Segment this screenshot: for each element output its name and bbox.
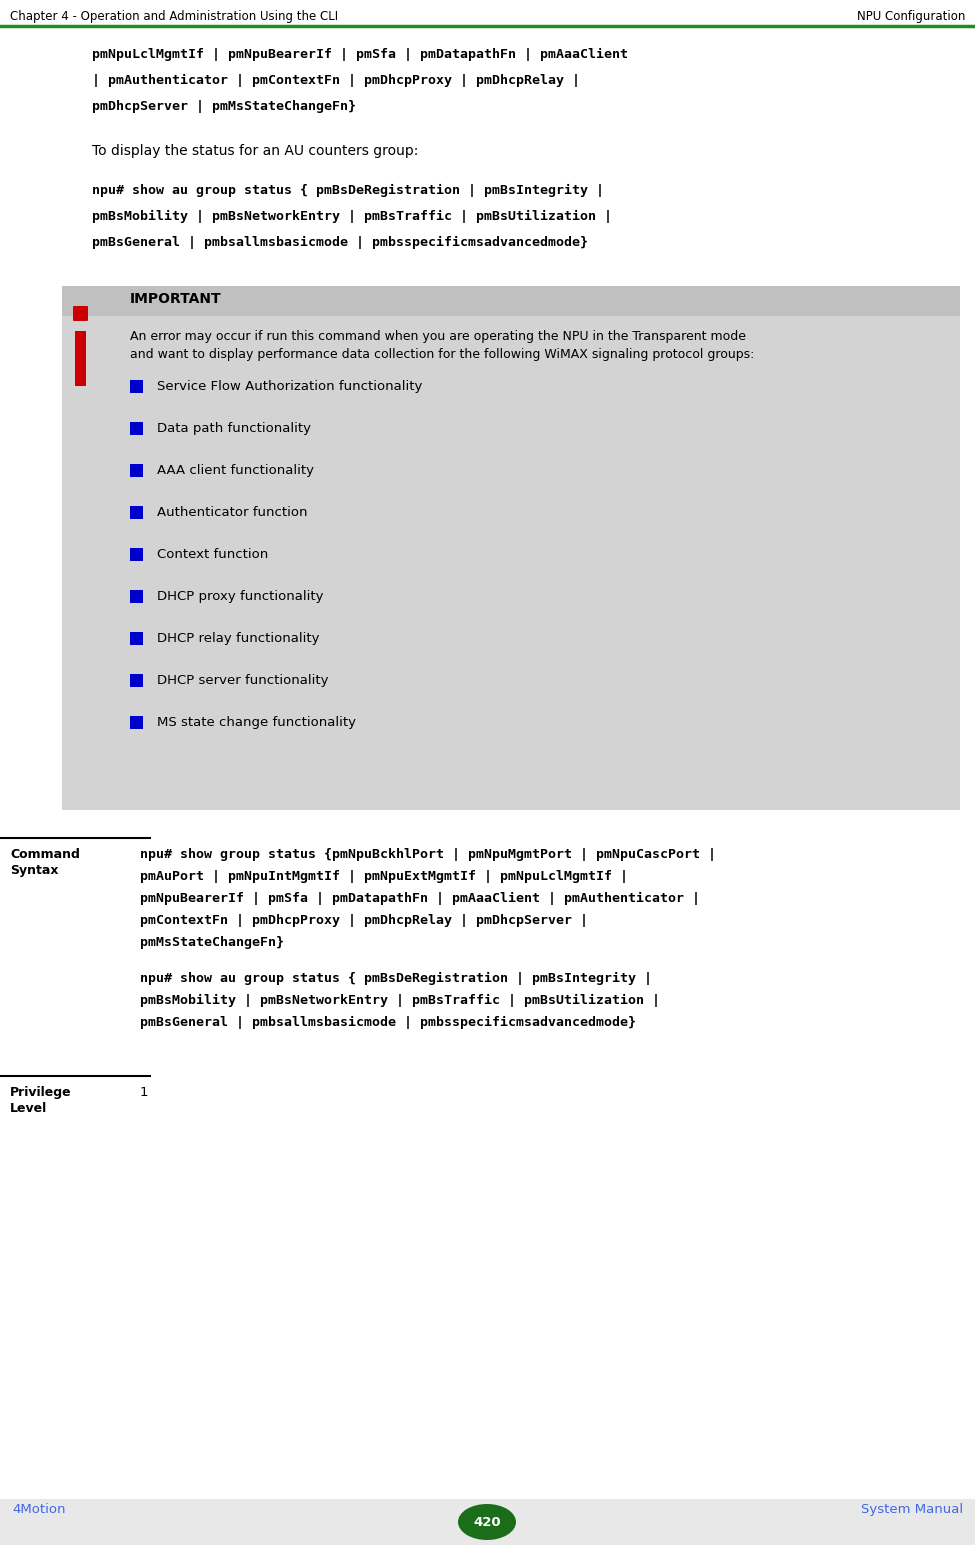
- FancyBboxPatch shape: [130, 590, 143, 603]
- Text: npu# show au group status { pmBsDeRegistration | pmBsIntegrity |: npu# show au group status { pmBsDeRegist…: [140, 972, 652, 986]
- Text: DHCP server functionality: DHCP server functionality: [157, 674, 329, 688]
- Text: pmBsGeneral | pmbsallmsbasicmode | pmbsspecificmsadvancedmode}: pmBsGeneral | pmbsallmsbasicmode | pmbss…: [140, 1017, 636, 1029]
- Text: pmNpuLclMgmtIf | pmNpuBearerIf | pmSfa | pmDatapathFn | pmAaaClient: pmNpuLclMgmtIf | pmNpuBearerIf | pmSfa |…: [92, 48, 628, 62]
- Text: pmBsMobility | pmBsNetworkEntry | pmBsTraffic | pmBsUtilization |: pmBsMobility | pmBsNetworkEntry | pmBsTr…: [140, 993, 660, 1007]
- FancyBboxPatch shape: [75, 331, 86, 386]
- Text: Context function: Context function: [157, 548, 268, 561]
- Text: pmBsMobility | pmBsNetworkEntry | pmBsTraffic | pmBsUtilization |: pmBsMobility | pmBsNetworkEntry | pmBsTr…: [92, 210, 612, 222]
- Text: pmNpuBearerIf | pmSfa | pmDatapathFn | pmAaaClient | pmAuthenticator |: pmNpuBearerIf | pmSfa | pmDatapathFn | p…: [140, 891, 700, 905]
- FancyBboxPatch shape: [62, 286, 960, 317]
- FancyBboxPatch shape: [62, 286, 960, 810]
- Text: System Manual: System Manual: [861, 1503, 963, 1516]
- Text: pmAuPort | pmNpuIntMgmtIf | pmNpuExtMgmtIf | pmNpuLclMgmtIf |: pmAuPort | pmNpuIntMgmtIf | pmNpuExtMgmt…: [140, 870, 628, 884]
- Text: Authenticator function: Authenticator function: [157, 507, 307, 519]
- FancyBboxPatch shape: [130, 507, 143, 519]
- Text: pmDhcpServer | pmMsStateChangeFn}: pmDhcpServer | pmMsStateChangeFn}: [92, 100, 356, 113]
- FancyBboxPatch shape: [130, 464, 143, 477]
- FancyBboxPatch shape: [130, 380, 143, 392]
- Text: Privilege: Privilege: [10, 1086, 71, 1098]
- Text: 1: 1: [140, 1086, 148, 1098]
- Text: npu# show au group status { pmBsDeRegistration | pmBsIntegrity |: npu# show au group status { pmBsDeRegist…: [92, 184, 604, 198]
- Text: and want to display performance data collection for the following WiMAX signalin: and want to display performance data col…: [130, 348, 755, 362]
- FancyBboxPatch shape: [130, 632, 143, 644]
- Text: 4Motion: 4Motion: [12, 1503, 65, 1516]
- Text: pmBsGeneral | pmbsallmsbasicmode | pmbsspecificmsadvancedmode}: pmBsGeneral | pmbsallmsbasicmode | pmbss…: [92, 236, 588, 249]
- Text: To display the status for an AU counters group:: To display the status for an AU counters…: [92, 144, 418, 158]
- Text: MS state change functionality: MS state change functionality: [157, 715, 356, 729]
- Text: Service Flow Authorization functionality: Service Flow Authorization functionality: [157, 380, 422, 392]
- Text: IMPORTANT: IMPORTANT: [130, 292, 221, 306]
- Text: Level: Level: [10, 1102, 47, 1115]
- Text: DHCP relay functionality: DHCP relay functionality: [157, 632, 320, 644]
- FancyBboxPatch shape: [73, 306, 88, 321]
- FancyBboxPatch shape: [130, 548, 143, 561]
- FancyBboxPatch shape: [130, 422, 143, 436]
- FancyBboxPatch shape: [130, 674, 143, 688]
- Text: | pmAuthenticator | pmContextFn | pmDhcpProxy | pmDhcpRelay |: | pmAuthenticator | pmContextFn | pmDhcp…: [92, 74, 580, 87]
- Text: npu# show group status {pmNpuBckhlPort | pmNpuMgmtPort | pmNpuCascPort |: npu# show group status {pmNpuBckhlPort |…: [140, 848, 716, 861]
- Text: pmContextFn | pmDhcpProxy | pmDhcpRelay | pmDhcpServer |: pmContextFn | pmDhcpProxy | pmDhcpRelay …: [140, 915, 588, 927]
- Text: Syntax: Syntax: [10, 864, 58, 878]
- Text: Data path functionality: Data path functionality: [157, 422, 311, 436]
- Text: Command: Command: [10, 848, 80, 861]
- Text: AAA client functionality: AAA client functionality: [157, 464, 314, 477]
- Text: Chapter 4 - Operation and Administration Using the CLI: Chapter 4 - Operation and Administration…: [10, 9, 338, 23]
- Text: An error may occur if run this command when you are operating the NPU in the Tra: An error may occur if run this command w…: [130, 331, 746, 343]
- Text: 420: 420: [473, 1516, 501, 1528]
- FancyBboxPatch shape: [0, 1499, 975, 1545]
- FancyBboxPatch shape: [130, 715, 143, 729]
- Text: NPU Configuration: NPU Configuration: [857, 9, 965, 23]
- Ellipse shape: [458, 1503, 516, 1540]
- Text: DHCP proxy functionality: DHCP proxy functionality: [157, 590, 324, 603]
- Text: pmMsStateChangeFn}: pmMsStateChangeFn}: [140, 936, 284, 949]
